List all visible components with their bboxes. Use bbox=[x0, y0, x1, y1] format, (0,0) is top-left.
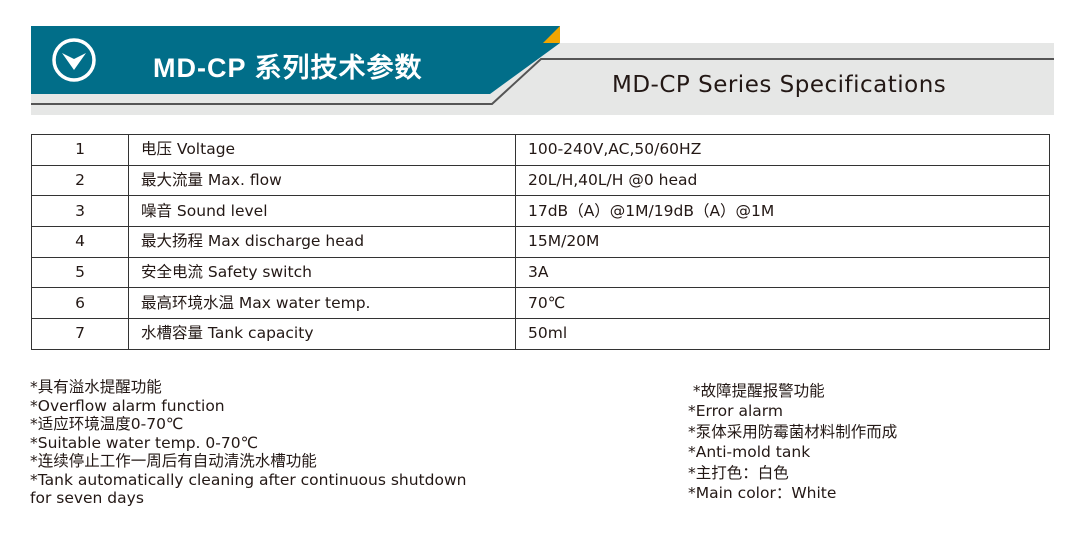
param-name: 噪音 Sound level bbox=[128, 195, 516, 228]
param-value: 20L/H,40L/H @0 head bbox=[515, 164, 1050, 197]
notes-left: *具有溢水提醒功能 *Overflow alarm function *适应环境温度… bbox=[30, 378, 466, 508]
row-number: 7 bbox=[31, 318, 129, 350]
note-line: *Main color：White bbox=[688, 484, 837, 503]
param-name: 最大流量 Max. flow bbox=[128, 164, 516, 197]
note-line: *故障提醒报警功能 bbox=[688, 382, 825, 400]
note-line: *泵体采用防霉菌材料制作而成 bbox=[688, 422, 898, 441]
row-number: 5 bbox=[31, 256, 129, 289]
note-line: *Tank automatically cleaning after conti… bbox=[30, 470, 467, 489]
param-name: 水槽容量 Tank capacity bbox=[128, 318, 516, 350]
param-name: 安全电流 Safety switch bbox=[128, 256, 516, 289]
param-value: 100-240V,AC,50/60HZ bbox=[515, 134, 1050, 166]
param-value: 15M/20M bbox=[515, 226, 1050, 258]
note-line: *Overflow alarm function bbox=[30, 396, 225, 415]
table-row: 5 安全电流 Safety switch 3A bbox=[31, 256, 1050, 289]
param-name: 电压 Voltage bbox=[128, 134, 516, 166]
table-row: 2 最大流量 Max. flow 20L/H,40L/H @0 head bbox=[31, 164, 1050, 197]
table-row: 6 最高环境水温 Max water temp. 70℃ bbox=[31, 287, 1050, 320]
table-row: 7 水槽容量 Tank capacity 50ml bbox=[31, 318, 1050, 350]
param-name: 最大扬程 Max discharge head bbox=[128, 226, 516, 258]
note-line: *适应环境温度0-70℃ bbox=[30, 415, 184, 433]
note-line: *主打色：白色 bbox=[688, 463, 789, 482]
note-line: *Suitable water temp. 0-70℃ bbox=[30, 433, 258, 452]
note-line: *Anti-mold tank bbox=[688, 443, 811, 462]
row-number: 1 bbox=[31, 134, 129, 166]
table-row: 1 电压 Voltage 100-240V,AC,50/60HZ bbox=[31, 134, 1050, 166]
note-line: *具有溢水提醒功能 bbox=[30, 378, 162, 396]
note-line: *连续停止工作一周后有自动清洗水槽功能 bbox=[30, 452, 317, 470]
row-number: 3 bbox=[31, 195, 129, 228]
notes-right: *故障提醒报警功能 *Error alarm *泵体采用防霉菌材料制作而成 *Anti… bbox=[688, 381, 897, 503]
row-number: 2 bbox=[31, 164, 129, 197]
param-value: 50ml bbox=[515, 318, 1050, 350]
spec-table: 1 电压 Voltage 100-240V,AC,50/60HZ 2 最大流量 Max.… bbox=[31, 134, 1050, 350]
param-name: 最高环境水温 Max water temp. bbox=[128, 287, 516, 320]
table-row: 3 噪音 Sound level 17dB（A）@1M/19dB（A）@1M bbox=[31, 195, 1050, 228]
header-banner bbox=[31, 26, 1054, 115]
chevron-down-circle-icon bbox=[52, 38, 96, 82]
row-number: 6 bbox=[31, 287, 129, 320]
note-line: for seven days bbox=[30, 489, 144, 507]
param-value: 17dB（A）@1M/19dB（A）@1M bbox=[515, 195, 1050, 228]
param-value: 3A bbox=[515, 256, 1050, 289]
page-title-en: MD-CP Series Specifications bbox=[612, 72, 947, 98]
table-row: 4 最大扬程 Max discharge head 15M/20M bbox=[31, 226, 1050, 258]
note-line: *Error alarm bbox=[688, 402, 783, 421]
page-title-cn: MD-CP 系列技术参数 bbox=[153, 53, 423, 83]
row-number: 4 bbox=[31, 226, 129, 258]
param-value: 70℃ bbox=[515, 287, 1050, 320]
